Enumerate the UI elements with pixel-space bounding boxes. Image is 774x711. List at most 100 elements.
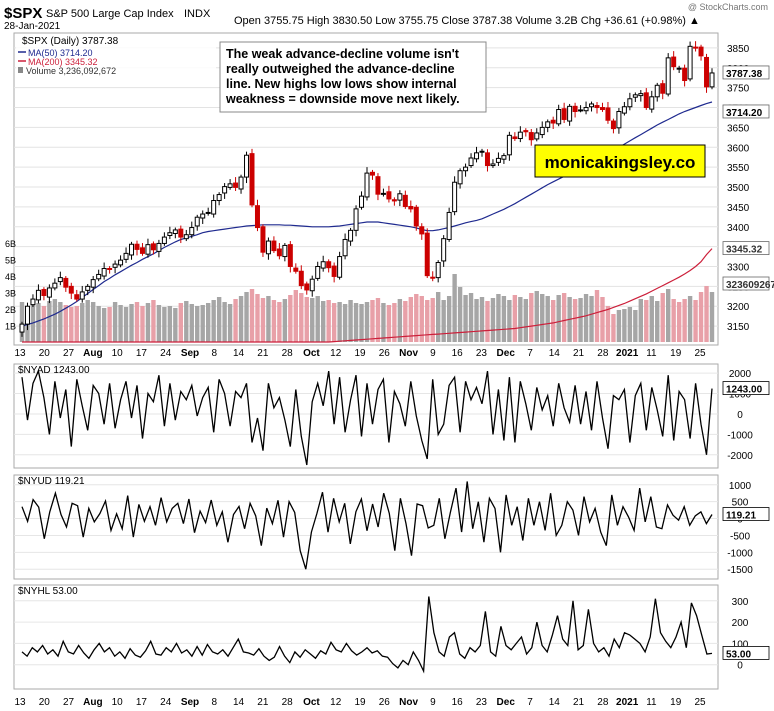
candle (545, 119, 551, 133)
volume-bar (359, 304, 364, 342)
candle (654, 82, 660, 102)
candle-body (304, 283, 310, 291)
candle (583, 101, 589, 115)
candle (254, 199, 260, 232)
x-label-top: Nov (399, 348, 418, 359)
volume-bar (227, 304, 233, 342)
candle (90, 276, 96, 294)
volume-bar (605, 306, 611, 342)
candle (643, 88, 649, 110)
candle-body (474, 152, 480, 160)
candle (260, 224, 266, 257)
volume-bar (337, 302, 342, 342)
candle (178, 225, 184, 244)
x-label-bottom: 9 (430, 697, 436, 708)
candle (41, 287, 47, 301)
candle-body (693, 46, 699, 49)
volume-bar (485, 301, 490, 342)
candle-body (413, 206, 419, 227)
nyud-tick-label: -1000 (727, 548, 753, 559)
candle (172, 227, 178, 239)
x-label-bottom: 28 (597, 697, 609, 708)
volume-bar (430, 298, 435, 342)
volume-bar (260, 298, 266, 342)
price-tick-label: 3650 (727, 123, 750, 134)
volume-bar (249, 289, 255, 342)
price-tick-label: 3450 (727, 203, 750, 214)
candle (161, 232, 167, 246)
price-panel (13, 32, 719, 346)
candle (594, 101, 600, 114)
x-label-top: 14 (233, 348, 245, 359)
candle (402, 190, 408, 209)
volume-bars (19, 274, 715, 342)
candle-body (386, 191, 392, 200)
candle-body (391, 199, 397, 202)
candle (107, 266, 113, 274)
candle-body (167, 232, 173, 236)
candle-body (79, 291, 85, 300)
candle (474, 146, 480, 163)
candle-body (35, 289, 41, 301)
candle-body (572, 105, 578, 113)
volume-bar (655, 301, 660, 342)
candle (424, 228, 430, 279)
candle (150, 241, 156, 255)
x-label-top: 11 (646, 348, 657, 359)
nyhl-title: $NYHL 53.00 (18, 586, 78, 597)
candle (353, 205, 359, 237)
volume-bar (616, 310, 622, 342)
volume-bar (556, 295, 561, 342)
volume-bar (386, 305, 392, 342)
volume-bar (397, 299, 403, 342)
candle-body (359, 195, 365, 208)
candle-body (57, 277, 63, 283)
nyud-tick-label: -500 (730, 531, 750, 542)
x-label-bottom: 17 (136, 697, 148, 708)
x-label-bottom: 26 (379, 697, 391, 708)
candle (337, 251, 343, 280)
candle (632, 92, 638, 102)
candle-body (534, 132, 540, 140)
candle-body (293, 267, 299, 272)
nyud-tick-label: 500 (732, 498, 749, 509)
candle (413, 204, 419, 231)
candle (391, 197, 397, 206)
candle (441, 235, 447, 267)
volume-bar (550, 300, 556, 342)
volume-value-tag-box (722, 276, 770, 291)
volume-tick-label: 5B (5, 256, 16, 266)
candle (435, 260, 441, 283)
x-label-bottom: Sep (181, 697, 199, 708)
candle (665, 53, 671, 97)
volume-bar (304, 297, 309, 342)
candle (271, 236, 277, 253)
candle (233, 177, 239, 191)
candle-body (643, 92, 649, 109)
nyud-value-tag: 119.21 (726, 511, 756, 522)
candle (238, 174, 244, 194)
volume-bar (638, 299, 644, 342)
candle (35, 284, 41, 304)
candle-body (419, 226, 425, 235)
candle (74, 289, 80, 302)
candle (85, 283, 91, 296)
candle-body (337, 256, 343, 278)
candle-body (161, 236, 167, 244)
candle-body (610, 120, 616, 130)
candle-body (649, 96, 655, 110)
x-label-top: 19 (354, 348, 366, 359)
candle (704, 53, 710, 93)
volume-bar (205, 303, 211, 342)
x-label-bottom: 25 (694, 697, 706, 708)
candle-body (309, 278, 315, 292)
candle (671, 51, 677, 71)
volume-bar (101, 308, 107, 342)
legend-ma50: MA(50) 3714.20 (28, 48, 93, 58)
candle-body (41, 289, 47, 297)
x-label-top: 7 (527, 348, 533, 359)
candle-body (134, 243, 140, 250)
candle (194, 214, 200, 231)
candle-body (150, 243, 156, 251)
